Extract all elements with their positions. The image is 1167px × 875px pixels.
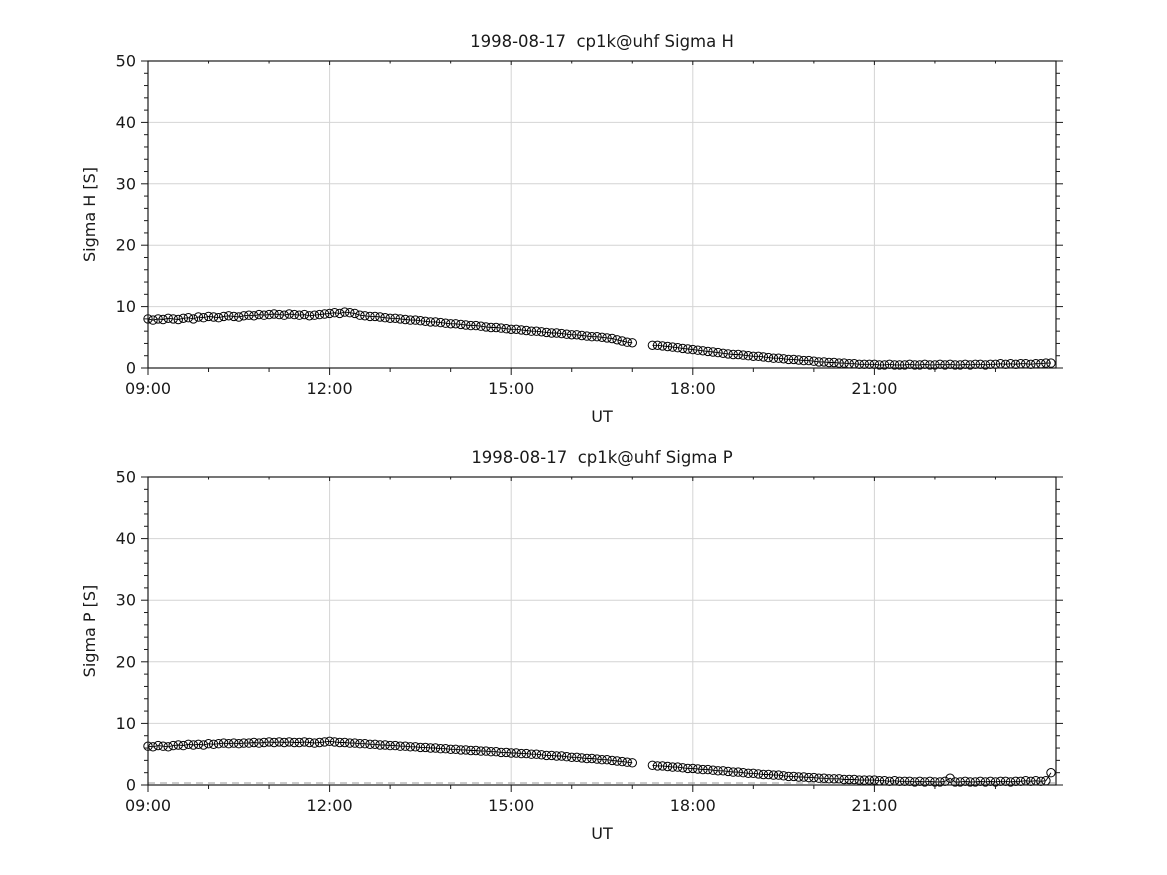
series-line — [147, 311, 1051, 366]
x-axis-label: UT — [591, 407, 613, 426]
y-tick-label: 30 — [116, 591, 136, 610]
subplot-sigma-p: 09:00 12:00 15:00 18:00 21:00 0 10 20 30 40 50 1998… — [80, 448, 1063, 843]
series-line — [147, 740, 1052, 783]
y-tick-label: 20 — [116, 236, 136, 255]
x-tick-label: 12:00 — [307, 796, 353, 815]
x-tick-label: 15:00 — [488, 379, 534, 398]
data-points — [143, 736, 1056, 787]
plot-title: 1998-08-17 cp1k@uhf Sigma H — [470, 32, 734, 51]
y-tick-label: 40 — [116, 529, 136, 548]
x-tick-label: 09:00 — [125, 796, 171, 815]
x-axis-label: UT — [591, 824, 613, 843]
y-axis-label: Sigma P [S] — [80, 585, 99, 678]
y-tick-label: 0 — [126, 776, 136, 795]
x-tick-label: 15:00 — [488, 796, 534, 815]
axes-frame — [147, 476, 1057, 786]
x-tick-label: 21:00 — [851, 379, 897, 398]
grid — [148, 477, 1056, 785]
ticks — [141, 476, 1063, 792]
grid — [148, 61, 1056, 368]
axes-frame — [147, 60, 1057, 369]
x-tick-label: 18:00 — [670, 796, 716, 815]
y-tick-label: 30 — [116, 174, 136, 193]
y-tick-label: 50 — [116, 468, 136, 487]
plot-title: 1998-08-17 cp1k@uhf Sigma P — [471, 448, 732, 467]
x-tick-label: 18:00 — [670, 379, 716, 398]
x-tick-label: 21:00 — [851, 796, 897, 815]
data-points — [143, 307, 1056, 370]
x-tick-label: 09:00 — [125, 379, 171, 398]
y-tick-label: 0 — [126, 359, 136, 378]
subplot-sigma-h: 09:00 12:00 15:00 18:00 21:00 0 10 20 30 40 50 1998… — [80, 32, 1063, 426]
y-tick-label: 40 — [116, 113, 136, 132]
y-tick-label: 20 — [116, 652, 136, 671]
y-tick-label: 10 — [116, 297, 136, 316]
ticks — [141, 60, 1063, 375]
x-tick-label: 12:00 — [307, 379, 353, 398]
y-tick-label: 50 — [116, 52, 136, 71]
y-axis-label: Sigma H [S] — [80, 167, 99, 262]
y-tick-label: 10 — [116, 714, 136, 733]
